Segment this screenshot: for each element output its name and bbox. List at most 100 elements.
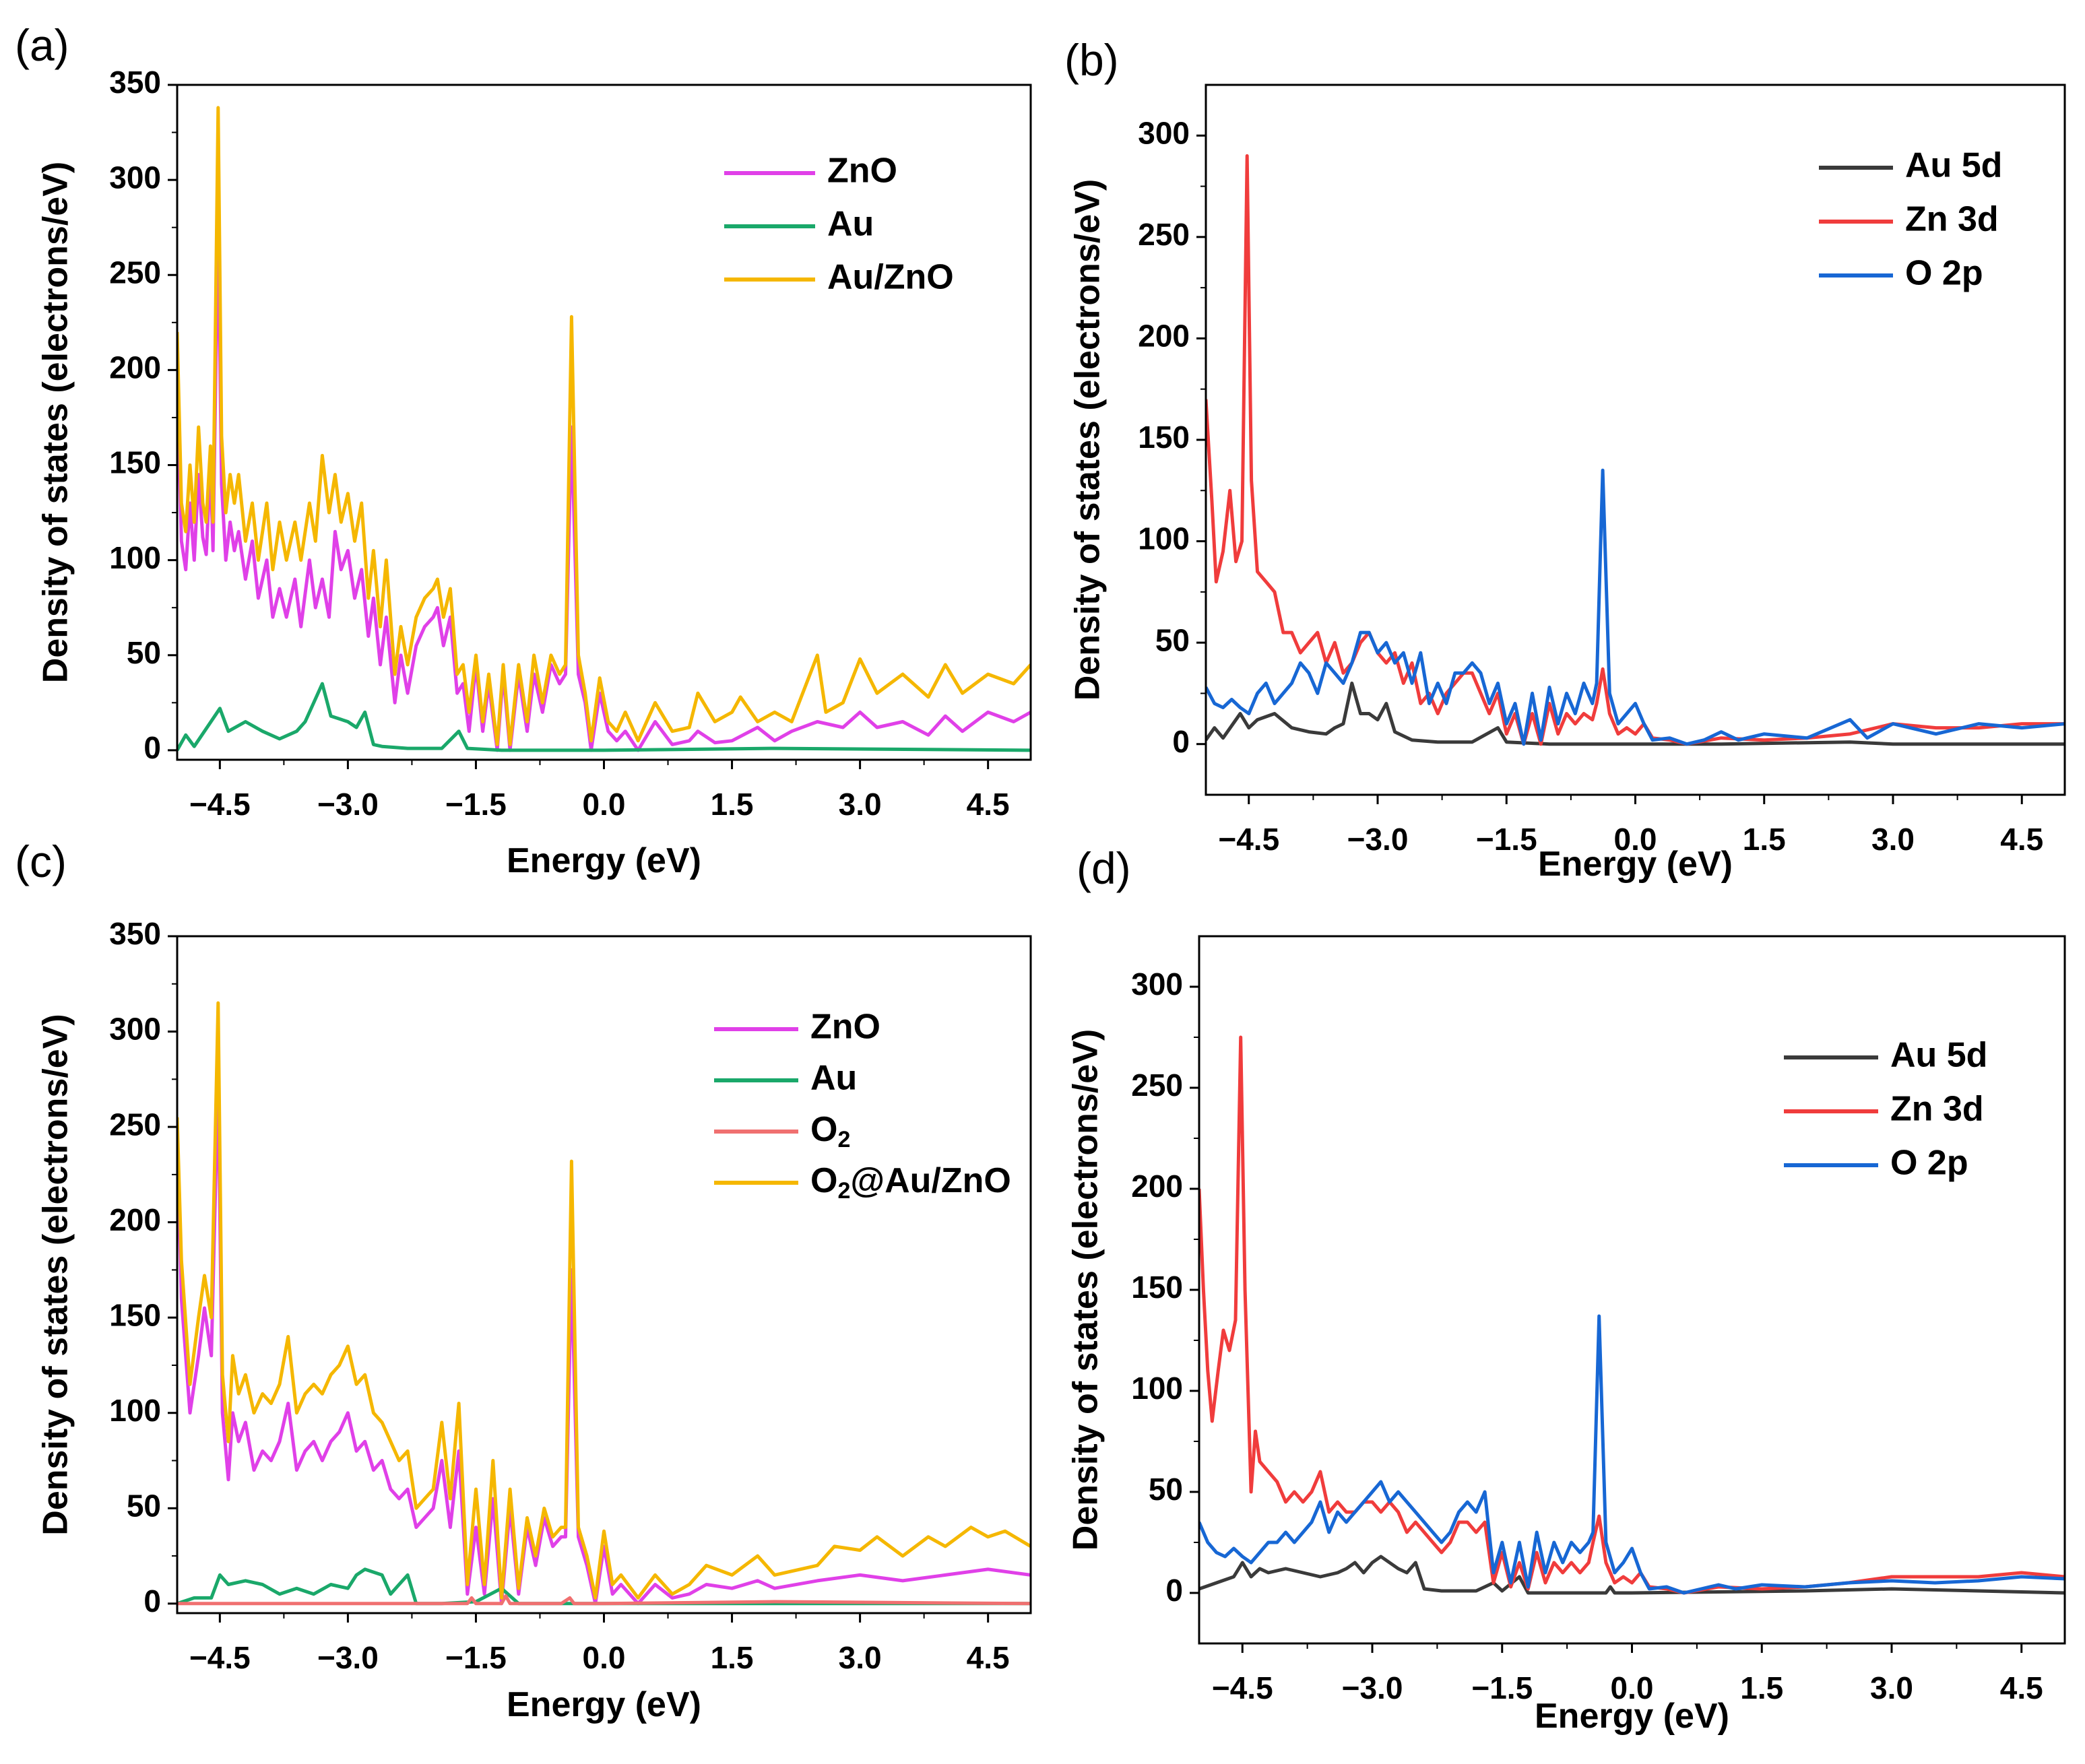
y-tick-label: 50 xyxy=(127,1488,161,1523)
y-tick-label: 300 xyxy=(1131,967,1183,1002)
x-tick-label: 1.5 xyxy=(711,787,754,822)
panel-label: (d) xyxy=(1077,843,1131,893)
series-group xyxy=(1199,1035,2065,1595)
series-line xyxy=(177,1077,1031,1606)
x-tick-label: −4.5 xyxy=(1212,1670,1273,1705)
x-tick-label: −1.5 xyxy=(445,787,507,822)
x-tick-label: 0.0 xyxy=(1611,1670,1654,1705)
y-tick-label: 0 xyxy=(143,1583,161,1619)
series-line xyxy=(177,1594,1031,1606)
x-tick-label: 0.0 xyxy=(1614,822,1657,857)
x-tick-label: 1.5 xyxy=(1740,1670,1783,1705)
y-tick-label: 250 xyxy=(109,255,161,290)
x-axis-label: Energy (eV) xyxy=(507,841,701,880)
y-tick-label: 50 xyxy=(1149,1472,1183,1507)
series-group xyxy=(177,106,1031,752)
panel-label: (b) xyxy=(1064,35,1119,85)
panel-label: (c) xyxy=(15,837,67,886)
y-tick-label: 100 xyxy=(1138,521,1190,556)
y-tick-label: 350 xyxy=(109,916,161,951)
series-line xyxy=(177,216,1031,752)
y-tick-label: 150 xyxy=(109,445,161,480)
y-tick-label: 150 xyxy=(1138,420,1190,455)
legend-label: Au 5d xyxy=(1890,1036,1987,1075)
legend: Au 5d Zn 3d O 2p xyxy=(1784,1036,1987,1183)
y-axis-label: Density of states (electrons/eV) xyxy=(1068,179,1108,700)
y-tick-label: 200 xyxy=(109,1202,161,1237)
x-tick-label: −3.0 xyxy=(317,787,379,822)
y-tick-label: 300 xyxy=(1138,115,1190,150)
y-tick-label: 150 xyxy=(1131,1270,1183,1305)
chart-panel: (d) −4.5 −3.0 −1.5 0.0 1.5 3.0 4.5 0 50 100 150 200 2… xyxy=(1066,843,2066,1736)
legend: ZnO Au Au/ZnO xyxy=(724,152,954,297)
y-tick-label: 100 xyxy=(109,1393,161,1428)
chart-panel: (a) −4.5 −3.0 −1.5 0.0 1.5 3.0 4.5 0 50 100 150 200 2… xyxy=(15,20,1032,880)
x-tick-label: 1.5 xyxy=(711,1640,754,1675)
series-group xyxy=(177,1001,1031,1606)
legend-label: Zn 3d xyxy=(1890,1090,1984,1129)
y-tick-label: 300 xyxy=(109,160,161,195)
y-tick-label: 0 xyxy=(1165,1573,1183,1608)
panel-label: (a) xyxy=(15,20,69,70)
series-line xyxy=(1206,681,2065,746)
x-tick-label: 0.0 xyxy=(583,787,626,822)
y-tick-label: 100 xyxy=(109,540,161,575)
y-tick-label: 250 xyxy=(1138,217,1190,252)
legend-label: Au xyxy=(810,1059,857,1098)
series-line xyxy=(1199,1555,2065,1595)
y-axis-label: Density of states (electrons/eV) xyxy=(1066,1029,1105,1550)
series-line xyxy=(1206,468,2065,746)
x-tick-label: 3.0 xyxy=(1871,822,1915,857)
legend: Au 5d Zn 3d O 2p xyxy=(1819,146,2002,293)
x-tick-label: −1.5 xyxy=(445,1640,507,1675)
y-tick-label: 350 xyxy=(109,65,161,100)
legend-label: ZnO xyxy=(827,152,897,191)
x-tick-label: −1.5 xyxy=(1476,822,1537,857)
series-line xyxy=(1199,1314,2065,1595)
y-tick-label: 250 xyxy=(109,1107,161,1142)
x-tick-label: 0.0 xyxy=(583,1640,626,1675)
legend-label: Au xyxy=(827,205,874,244)
x-tick-label: 3.0 xyxy=(839,787,882,822)
y-tick-label: 50 xyxy=(1155,622,1190,657)
legend-label: O2@Au/ZnO xyxy=(810,1161,1011,1204)
legend: ZnO Au O2 O2@Au/ZnO xyxy=(714,1008,1011,1204)
y-tick-label: 250 xyxy=(1131,1068,1183,1103)
y-tick-label: 200 xyxy=(109,350,161,385)
y-tick-label: 300 xyxy=(109,1012,161,1047)
chart-panel: (b) −4.5 −3.0 −1.5 0.0 1.5 3.0 4.5 0 50 100 150 200 2… xyxy=(1064,35,2066,884)
legend-label: O 2p xyxy=(1905,254,1983,293)
y-tick-label: 50 xyxy=(127,635,161,670)
series-group xyxy=(1206,154,2065,746)
y-tick-label: 200 xyxy=(1138,319,1190,354)
series-line xyxy=(177,682,1031,752)
x-tick-label: −4.5 xyxy=(1218,822,1279,857)
y-tick-label: 0 xyxy=(1172,724,1190,759)
x-tick-label: 4.5 xyxy=(2000,822,2043,857)
x-tick-label: −4.5 xyxy=(189,787,251,822)
chart-panel: (c) −4.5 −3.0 −1.5 0.0 1.5 3.0 4.5 0 50 100 150 200 2… xyxy=(15,837,1032,1724)
x-tick-label: −1.5 xyxy=(1471,1670,1533,1705)
x-tick-label: −3.0 xyxy=(317,1640,379,1675)
x-tick-label: −3.0 xyxy=(1342,1670,1403,1705)
x-tick-label: −3.0 xyxy=(1347,822,1409,857)
legend-label: O 2p xyxy=(1890,1144,1968,1183)
x-tick-label: 3.0 xyxy=(1870,1670,1913,1705)
y-tick-label: 200 xyxy=(1131,1169,1183,1204)
x-axis-label: Energy (eV) xyxy=(1535,1697,1729,1736)
series-line xyxy=(177,1001,1031,1600)
legend-label: O2 xyxy=(810,1110,850,1152)
x-tick-label: 1.5 xyxy=(1743,822,1786,857)
x-axis-label: Energy (eV) xyxy=(1538,845,1733,884)
series-line xyxy=(177,106,1031,746)
y-axis-label: Density of states (electrons/eV) xyxy=(36,1014,75,1535)
x-tick-label: 4.5 xyxy=(967,787,1010,822)
y-axis-label: Density of states (electrons/eV) xyxy=(36,162,75,683)
legend-label: Zn 3d xyxy=(1905,200,1999,239)
x-tick-label: 3.0 xyxy=(839,1640,882,1675)
x-axis-label: Energy (eV) xyxy=(507,1685,701,1724)
legend-label: ZnO xyxy=(810,1008,880,1047)
x-tick-label: 4.5 xyxy=(2000,1670,2043,1705)
x-tick-label: 4.5 xyxy=(967,1640,1010,1675)
